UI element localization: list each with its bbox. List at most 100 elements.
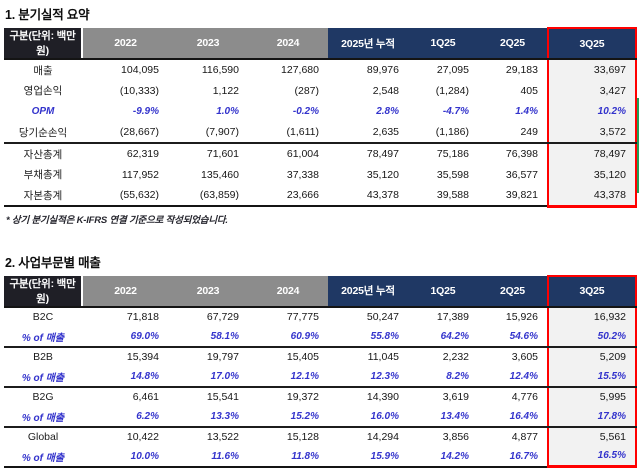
value-cell: 43,378: [548, 185, 636, 206]
value-cell: 3,572: [548, 122, 636, 143]
value-cell: 14,390: [328, 387, 408, 407]
value-cell: 3,427: [548, 80, 636, 101]
value-cell: 1,122: [168, 80, 248, 101]
value-cell: 78,497: [548, 143, 636, 164]
value-cell: 2.8%: [328, 101, 408, 122]
value-cell: 14,294: [328, 427, 408, 447]
value-cell: 78,497: [328, 143, 408, 164]
value-cell: 11,045: [328, 347, 408, 367]
value-cell: 15,541: [168, 387, 248, 407]
value-cell: (1,284): [408, 80, 478, 101]
value-cell: 13.3%: [168, 407, 248, 427]
section2-title: 2. 사업부문별 매출: [4, 251, 639, 275]
column-header: 2Q25: [478, 276, 548, 307]
row-label: % of 매출: [4, 367, 82, 387]
value-cell: 10.0%: [82, 447, 168, 467]
value-cell: (7,907): [168, 122, 248, 143]
column-header: 구분(단위: 백만원): [4, 276, 82, 307]
value-cell: 6.2%: [82, 407, 168, 427]
value-cell: (28,667): [82, 122, 168, 143]
value-cell: 75,186: [408, 143, 478, 164]
value-cell: 405: [478, 80, 548, 101]
value-cell: 4,776: [478, 387, 548, 407]
value-cell: 13,522: [168, 427, 248, 447]
value-cell: (55,632): [82, 185, 168, 206]
value-cell: 71,818: [82, 307, 168, 327]
value-cell: 77,775: [248, 307, 328, 327]
value-cell: 116,590: [168, 59, 248, 80]
row-label: 부채총계: [4, 164, 82, 185]
column-header: 1Q25: [408, 276, 478, 307]
value-cell: 15.9%: [328, 447, 408, 467]
value-cell: -9.9%: [82, 101, 168, 122]
row-label: B2C: [4, 307, 82, 327]
column-header: 2Q25: [478, 28, 548, 59]
row-label: B2B: [4, 347, 82, 367]
value-cell: 55.8%: [328, 327, 408, 347]
value-cell: 62,319: [82, 143, 168, 164]
value-cell: 27,095: [408, 59, 478, 80]
value-cell: 43,378: [328, 185, 408, 206]
value-cell: 17.0%: [168, 367, 248, 387]
row-label: 영업손익: [4, 80, 82, 101]
column-header: 3Q25: [548, 28, 636, 59]
value-cell: 10.2%: [548, 101, 636, 122]
value-cell: 39,821: [478, 185, 548, 206]
value-cell: 16.0%: [328, 407, 408, 427]
value-cell: 2,635: [328, 122, 408, 143]
value-cell: 16.4%: [478, 407, 548, 427]
value-cell: 12.4%: [478, 367, 548, 387]
value-cell: 69.0%: [82, 327, 168, 347]
value-cell: 104,095: [82, 59, 168, 80]
value-cell: 1.0%: [168, 101, 248, 122]
value-cell: 17,389: [408, 307, 478, 327]
value-cell: (287): [248, 80, 328, 101]
value-cell: 14.8%: [82, 367, 168, 387]
value-cell: 16.7%: [478, 447, 548, 467]
value-cell: 127,680: [248, 59, 328, 80]
value-cell: 23,666: [248, 185, 328, 206]
value-cell: 15,405: [248, 347, 328, 367]
table-row: OPM-9.9%1.0%-0.2%2.8%-4.7%1.4%10.2%: [4, 101, 636, 122]
value-cell: 11.8%: [248, 447, 328, 467]
value-cell: 15,128: [248, 427, 328, 447]
row-label: OPM: [4, 101, 82, 122]
column-header: 2024: [248, 276, 328, 307]
value-cell: 61,004: [248, 143, 328, 164]
value-cell: 3,605: [478, 347, 548, 367]
kifrs-footnote: * 상기 분기실적은 K-IFRS 연결 기준으로 작성되었습니다.: [4, 208, 639, 226]
value-cell: 15,394: [82, 347, 168, 367]
row-label: % of 매출: [4, 407, 82, 427]
column-header: 2025년 누적: [328, 28, 408, 59]
value-cell: 16.5%: [548, 447, 636, 467]
value-cell: 14.2%: [408, 447, 478, 467]
value-cell: 135,460: [168, 164, 248, 185]
value-cell: 33,697: [548, 59, 636, 80]
value-cell: 4,877: [478, 427, 548, 447]
value-cell: 19,797: [168, 347, 248, 367]
value-cell: 6,461: [82, 387, 168, 407]
value-cell: 50,247: [328, 307, 408, 327]
value-cell: 35,120: [328, 164, 408, 185]
value-cell: 117,952: [82, 164, 168, 185]
row-label: % of 매출: [4, 447, 82, 467]
row-label: Global: [4, 427, 82, 447]
value-cell: 12.1%: [248, 367, 328, 387]
value-cell: 19,372: [248, 387, 328, 407]
value-cell: 15,926: [478, 307, 548, 327]
value-cell: 2,232: [408, 347, 478, 367]
value-cell: 1.4%: [478, 101, 548, 122]
